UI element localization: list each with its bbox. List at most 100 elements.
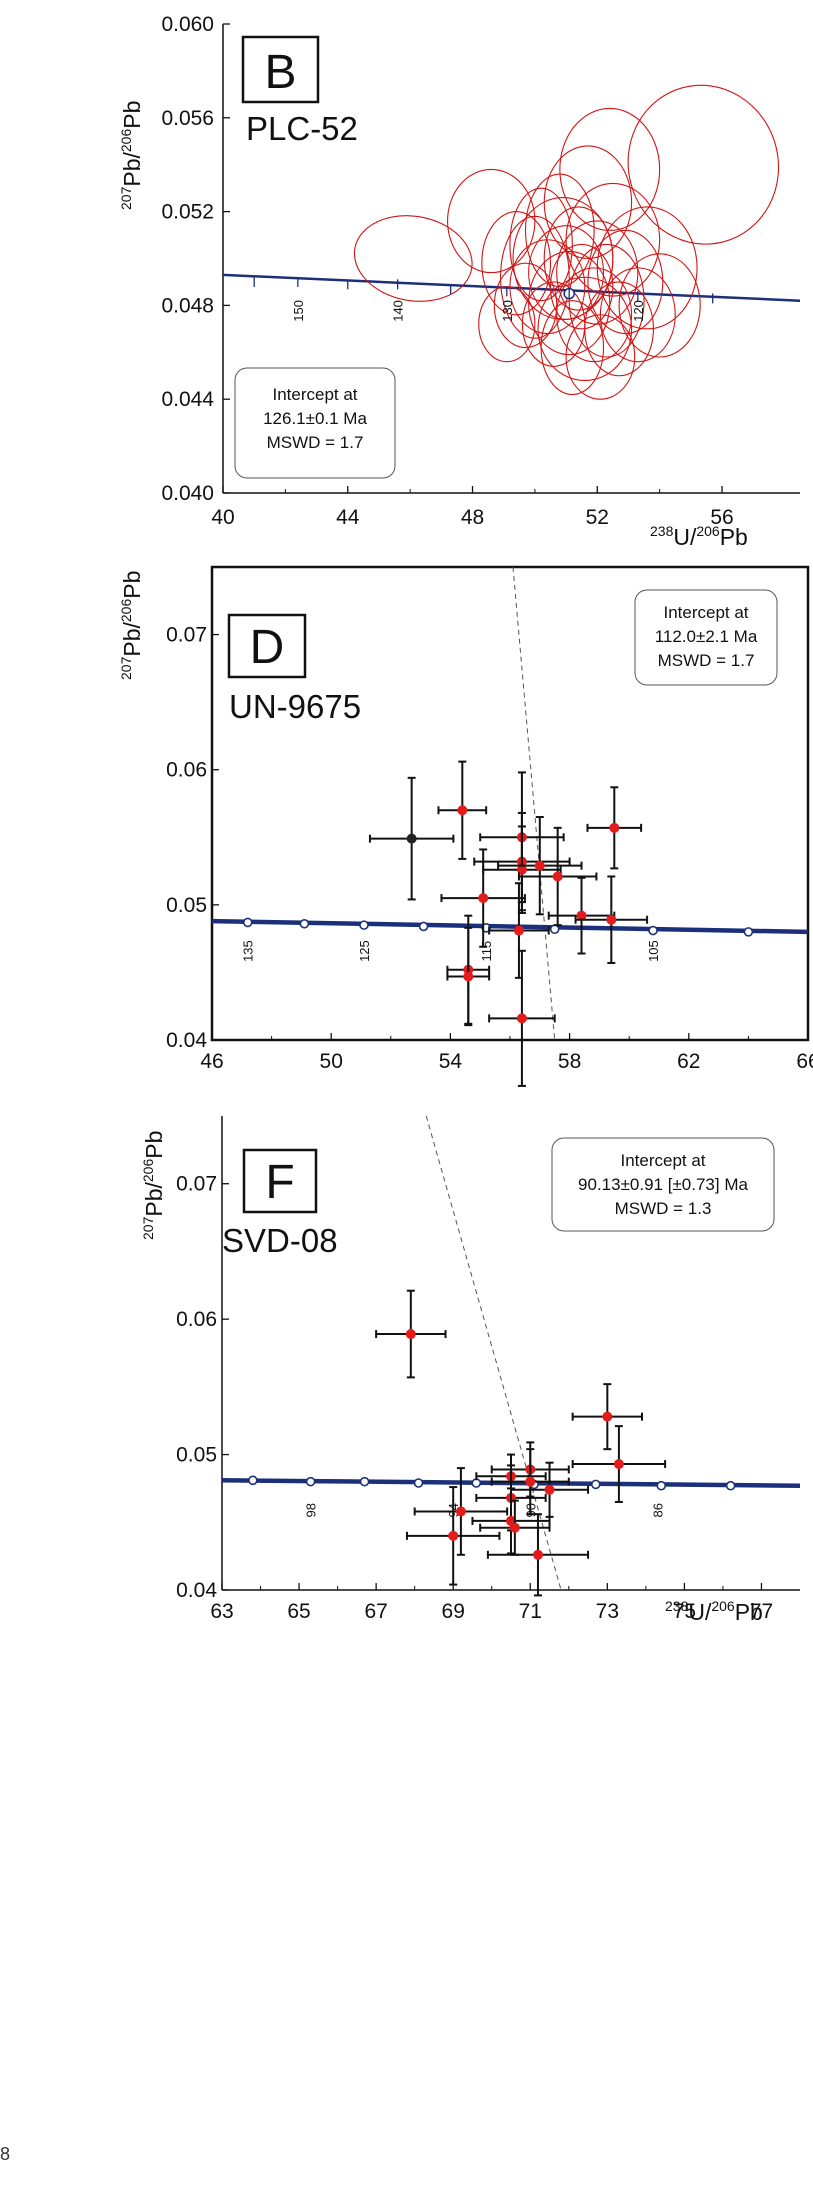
panel-f-concordia-age-marker: [725, 1480, 736, 1491]
panel-f-concordia-age-marker: [305, 1476, 316, 1487]
error-ellipse: [618, 253, 701, 358]
panel-b-y-axis-label: 207Pb/206Pb: [118, 101, 145, 210]
panel-d-x-tick-label: 58: [558, 1050, 581, 1073]
data-point: [457, 805, 468, 816]
error-ellipse: [565, 182, 661, 297]
panel-b-concordia-age-label: 140: [391, 300, 406, 322]
panel-f-letter-box: [242, 1148, 318, 1214]
error-ellipse: [559, 107, 661, 231]
panel-b-sample-name: PLC-52: [246, 110, 358, 147]
panel-d-chart: 46 50 54 58 62 66 0.04 0.05 0.06 0.07 207Pb/206Pb 1…: [118, 565, 813, 1087]
panel-f-intercept-box: [551, 1137, 775, 1232]
panel-f-concordia-age-marker: [656, 1480, 667, 1491]
panel-f-x-tick-label: 63: [210, 1600, 233, 1623]
panel-f-y-tick-label: 0.06: [176, 1308, 217, 1331]
panel-d-sample-name: UN-9675: [229, 688, 361, 725]
panel-f-x-tick-label: 77: [750, 1600, 773, 1623]
panel-d-concordia-age-marker: [418, 921, 429, 932]
panel-d-concordia-age-marker: [648, 925, 658, 936]
panel-f-concordia-age-marker: [413, 1478, 424, 1488]
panel-d-concordia-age-label: 125: [357, 940, 372, 962]
data-point: [516, 864, 527, 875]
panel-b-intercept-text: MSWD = 1.7: [267, 433, 364, 452]
panel-d-data-points: [368, 760, 649, 1087]
error-ellipse: [537, 276, 633, 381]
error-ellipse: [627, 84, 780, 245]
data-point: [576, 910, 587, 921]
panel-d-concordia-age-label: 115: [479, 941, 494, 962]
panel-b-intercept-text: Intercept at: [272, 385, 357, 404]
panel-d-x-tick-label: 66: [796, 1050, 813, 1073]
panel-b-y-tick-label: 0.056: [161, 107, 214, 130]
panel-f-sample-name: SVD-08: [222, 1222, 338, 1259]
data-point: [516, 1013, 527, 1024]
panel-f-concordia-age-label: 98: [304, 1503, 319, 1517]
panel-f-letter: F: [265, 1156, 294, 1209]
data-point: [509, 1522, 520, 1533]
panel-b-x-axis-label: 238U/206Pb: [650, 523, 748, 550]
panel-f-x-tick-label: 67: [364, 1600, 387, 1623]
error-ellipse: [512, 196, 614, 321]
panel-f-y-tick-label: 0.04: [176, 1579, 217, 1602]
error-ellipse: [509, 187, 573, 302]
data-point: [405, 1329, 416, 1340]
data-point: [513, 925, 524, 936]
data-point: [609, 822, 620, 833]
data-point: [463, 971, 474, 982]
panel-f-intercept-text: Intercept at: [620, 1151, 705, 1170]
panel-b-y-tick-label: 0.040: [161, 482, 214, 505]
data-point: [478, 893, 489, 904]
data-point: [544, 1484, 555, 1495]
panel-f-intercept-text: MSWD = 1.3: [615, 1199, 712, 1218]
data-point: [455, 1506, 466, 1517]
panel-d-y-tick-label: 0.04: [166, 1029, 207, 1052]
error-ellipse: [568, 243, 645, 358]
data-point: [613, 1459, 624, 1470]
panel-f-chart: 63 65 67 69 71 73 75 77 0.04 0.05 0.06 0.07 207Pb/20…: [140, 1115, 801, 1625]
panel-b-x-tick-label: 40: [211, 506, 234, 529]
panel-b-y-tick-label: 0.060: [161, 13, 214, 36]
data-point: [534, 860, 545, 871]
data-point: [448, 1530, 459, 1541]
panel-f-x-tick-label: 75: [673, 1600, 696, 1623]
panel-f-data-points: [375, 1289, 667, 1597]
panel-f-x-axis-label: 238U/206Pb: [665, 1598, 763, 1625]
panel-f-intercept-text: 90.13±0.91 [±0.73] Ma: [578, 1175, 748, 1194]
panel-f-x-tick-label: 71: [519, 1600, 542, 1623]
panel-b-y-tick-label: 0.048: [161, 294, 214, 317]
error-ellipse: [599, 267, 676, 363]
panel-b-x-tick-label: 52: [586, 506, 609, 529]
panel-f-x-tick-label: 69: [442, 1600, 465, 1623]
panel-d-intercept-box: [634, 589, 778, 686]
error-ellipse: [556, 220, 639, 325]
panel-f-y-tick-label: 0.05: [176, 1444, 217, 1467]
panel-d-concordia-age-label: 135: [241, 940, 256, 962]
panel-d-y-tick-label: 0.05: [166, 894, 207, 917]
data-point: [406, 833, 417, 844]
panel-d-y-axis-label: 207Pb/206Pb: [118, 571, 145, 680]
data-point: [525, 1476, 536, 1487]
error-ellipse: [543, 145, 633, 260]
data-point: [606, 914, 617, 925]
panel-b-letter-box: [241, 35, 320, 104]
panel-b-chart: 40 44 48 52 56 0.040 0.044 0.048 0.052 0.056 0.060…: [118, 13, 801, 550]
panel-b-x-tick-label: 44: [336, 506, 360, 529]
panel-b-y-tick-label: 0.052: [161, 201, 214, 224]
panel-b-intercept-box: [234, 367, 396, 479]
panel-d-y-tick-label: 0.07: [166, 624, 207, 647]
panel-d-x-tick-label: 62: [677, 1050, 700, 1073]
panel-b-y-tick-label: 0.044: [161, 388, 214, 411]
panel-d-intercept-text: Intercept at: [663, 603, 748, 622]
panel-f-concordia-age-marker: [248, 1475, 258, 1486]
panel-d-concordia-age-label: 105: [646, 940, 661, 962]
panel-d-concordia-age-marker: [359, 920, 369, 930]
panel-f-concordia-age-label: 86: [650, 1503, 665, 1517]
data-point: [552, 871, 563, 882]
error-ellipse: [447, 168, 536, 274]
panel-d-concordia-curve: [211, 918, 809, 935]
data-point: [602, 1411, 613, 1422]
panel-d-concordia-age-marker: [242, 917, 253, 928]
panel-b-concordia-age-label: 130: [500, 300, 515, 322]
panel-d-discordia-line: [512, 566, 556, 1041]
